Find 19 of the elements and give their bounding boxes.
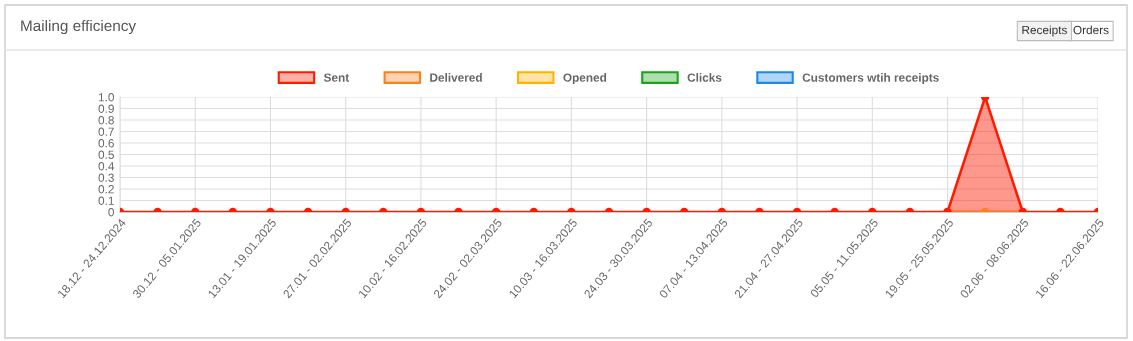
- chart-title: Mailing efficiency: [21, 19, 137, 35]
- legend-label: Clicks: [687, 73, 722, 82]
- y-tick-label: 0.1: [98, 196, 114, 205]
- y-tick-label: 0.9: [98, 104, 114, 113]
- y-tick-label: 1.0: [98, 93, 114, 102]
- y-tick-label: 0.7: [98, 127, 114, 136]
- text: Orders: [1073, 25, 1109, 35]
- y-tick-label: 0.6: [98, 139, 114, 148]
- y-tick-label: 0.4: [98, 162, 115, 171]
- legend-label: Opened: [563, 73, 607, 85]
- y-tick-label: 0.2: [98, 185, 114, 194]
- y-tick-label: 0.8: [98, 116, 114, 125]
- y-tick-label: 0.3: [98, 173, 114, 182]
- legend-label: Customers wtih receipts: [802, 73, 939, 85]
- y-tick-label: 0.5: [98, 150, 114, 159]
- legend-label: Delivered: [430, 73, 482, 82]
- legend-label: Sent: [323, 73, 350, 82]
- text: Receipts: [1022, 25, 1067, 37]
- y-tick-label: 0: [108, 208, 114, 217]
